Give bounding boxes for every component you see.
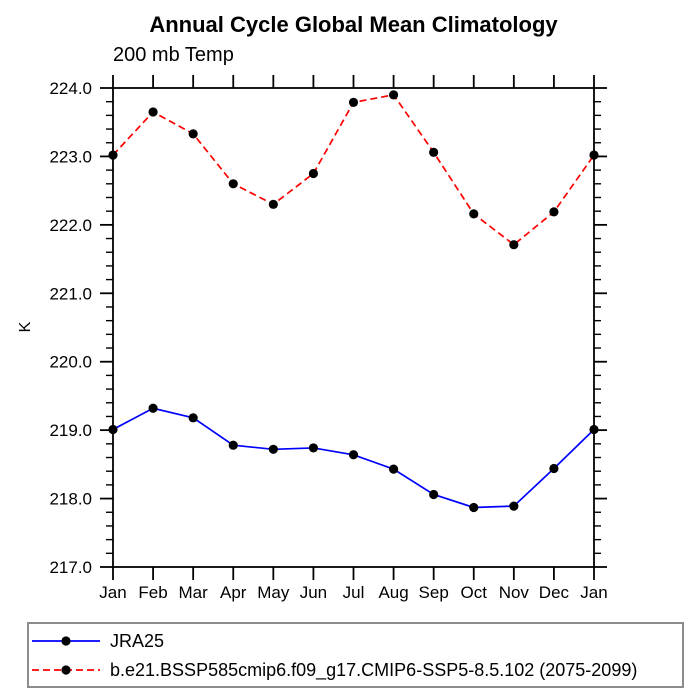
data-point [429,147,439,157]
legend-label: b.e21.BSSP585cmip6.f09_g17.CMIP6-SSP5-8.… [110,659,638,680]
x-tick-label: Apr [220,583,247,602]
data-point [188,413,198,423]
x-tick-label: Nov [499,583,530,602]
data-point [549,463,559,474]
y-tick-label: 220.0 [49,353,92,372]
y-axis-minor-ticks [106,100,601,555]
data-point [509,240,519,250]
legend-sample-1 [32,664,100,675]
x-tick-label: Feb [138,583,167,602]
x-tick-label: Jan [580,583,607,602]
legend-label: JRA25 [110,630,165,651]
x-tick-label: Jan [99,583,126,602]
data-point [308,168,319,179]
data-point [348,97,359,107]
data-point [509,501,519,511]
x-tick-label: Sep [419,583,449,602]
x-tick-label: Jun [300,583,327,602]
data-point [549,207,559,217]
series-1 [108,90,599,250]
x-tick-label: Oct [461,583,488,602]
data-point [228,179,238,189]
x-tick-label: Aug [378,583,408,602]
data-point [108,150,118,160]
data-point [429,489,439,500]
data-point [388,464,399,474]
data-point [268,199,278,209]
x-tick-label: Dec [539,583,570,602]
y-tick-label: 221.0 [49,284,92,303]
series-0 [108,403,599,513]
legend-sample-0 [32,635,100,646]
legend-sample-marker [61,664,71,675]
chart-left-string: 200 mb Temp [113,44,234,66]
y-tick-label: 224.0 [49,79,92,98]
data-point [148,403,158,413]
chart-title: Annual Cycle Global Mean Climatology [149,12,558,37]
data-point [268,444,278,454]
data-point [308,443,319,453]
data-point [188,129,198,139]
legend-box: JRA25 b.e21.BSSP585cmip6.f09_g17.CMIP6-SS… [27,622,684,688]
y-tick-label: 217.0 [49,558,92,577]
x-tick-label: May [257,583,290,602]
y-tick-label: 223.0 [49,147,92,166]
x-tick-label: Jul [343,583,365,602]
legend-sample-marker [61,635,71,646]
data-point [148,107,158,117]
data-point [589,424,599,435]
data-point [108,424,118,435]
x-tick-label: Mar [179,583,209,602]
legend-item-1: b.e21.BSSP585cmip6.f09_g17.CMIP6-SSP5-8.… [29,655,682,684]
x-axis-ticks: Jan Feb Mar Apr May Jun Jul Aug Sep Oct Nov Dec Jan [99,75,608,602]
data-point [469,502,479,513]
y-tick-label: 219.0 [49,421,92,440]
data-point [469,209,479,219]
data-point [388,90,399,100]
data-point [589,150,599,160]
series-line-1 [112,93,595,246]
data-point [348,450,359,460]
y-axis-ticks: 217.0 218.0 219.0 220.0 221.0 222.0 223.0 224.0 [49,79,607,577]
legend-item-0: JRA25 [29,626,682,655]
y-tick-label: 218.0 [49,490,92,509]
data-point [228,440,238,450]
plot-border [112,87,595,568]
y-tick-label: 222.0 [49,216,92,235]
